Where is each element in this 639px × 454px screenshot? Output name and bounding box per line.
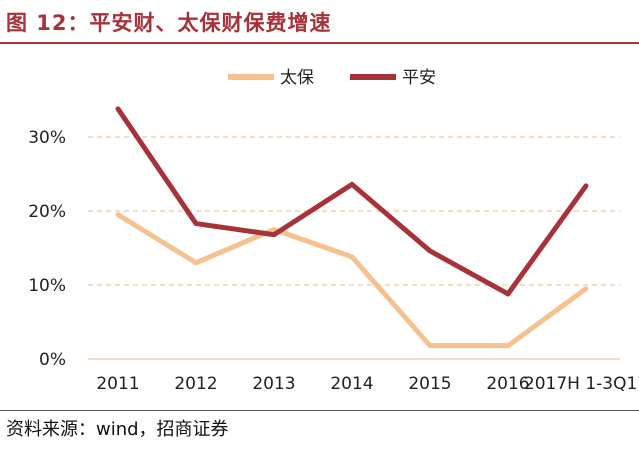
chart: 太保 平安 0%10%20%30% 2011 2012 2013 2014 2015 20… bbox=[28, 68, 639, 394]
x-tick-label: 2013 bbox=[252, 374, 295, 394]
legend-label-taibao: 太保 bbox=[280, 68, 314, 88]
source-note: 资料来源：wind，招商证券 bbox=[6, 419, 229, 440]
x-tick-label: 2011 bbox=[96, 374, 139, 394]
figure-title: 图 12：平安财、太保财保费增速 bbox=[6, 11, 332, 35]
source-rule bbox=[0, 410, 639, 411]
y-tick-label: 20% bbox=[28, 202, 66, 222]
grid bbox=[88, 136, 620, 360]
y-axis-ticks: 0% 10% 20% 30% bbox=[28, 128, 66, 370]
y-tick-label: 10% bbox=[28, 276, 66, 296]
legend-label-pingan: 平安 bbox=[402, 68, 436, 88]
x-tick-label: 2012 bbox=[174, 374, 217, 394]
x-tick-label: 2017H 1-3Q17 bbox=[524, 374, 639, 394]
series bbox=[115, 106, 589, 349]
legend: 太保 平安 bbox=[228, 68, 436, 88]
y-tick-label: 30% bbox=[28, 128, 66, 148]
x-tick-label: 2015 bbox=[408, 374, 451, 394]
y-tick-label: 0% bbox=[39, 350, 66, 370]
title-rule bbox=[0, 42, 639, 44]
x-tick-label: 2016 bbox=[486, 374, 529, 394]
x-tick-label: 2014 bbox=[330, 374, 373, 394]
